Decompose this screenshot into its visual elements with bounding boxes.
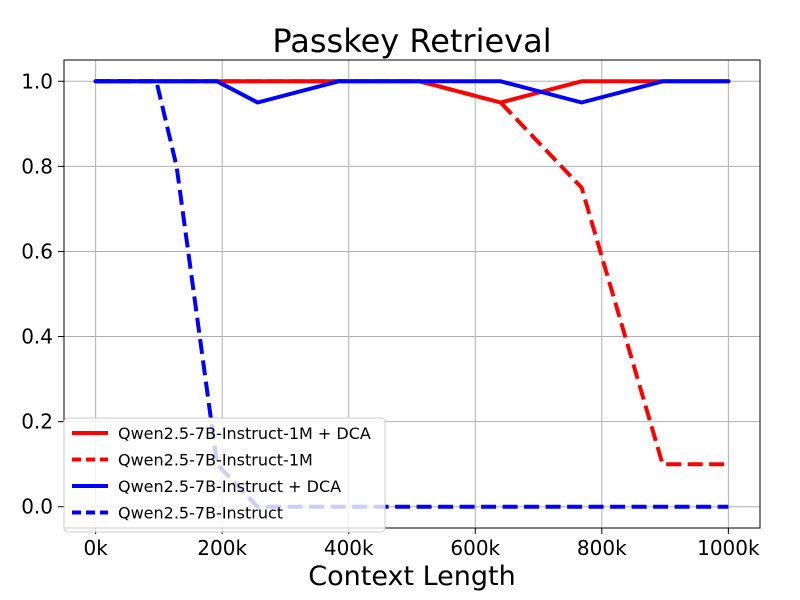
y-axis-ticks: 0.0 0.2 0.4 0.6 0.8 1.0 [21, 69, 64, 519]
y-tick-label: 0.4 [21, 325, 53, 349]
chart-title: Passkey Retrieval [272, 22, 551, 60]
x-axis-ticks: 0k 200k 400k 600k 800k 1000k [83, 528, 760, 560]
x-tick-label: 800k [577, 536, 627, 560]
x-tick-label: 600k [450, 536, 500, 560]
y-tick-label: 0.2 [21, 410, 53, 434]
legend: Qwen2.5-7B-Instruct-1M + DCA Qwen2.5-7B-I… [63, 417, 386, 533]
x-tick-label: 1000k [697, 536, 760, 560]
plot-frame [63, 59, 761, 529]
y-tick-label: 1.0 [21, 69, 53, 93]
legend-label: Qwen2.5-7B-Instruct-1M [118, 451, 313, 470]
y-tick-label: 0.6 [21, 239, 53, 263]
x-axis-label: Context Length [308, 561, 515, 592]
y-tick-label: 0.8 [21, 154, 53, 178]
legend-box [63, 417, 386, 533]
legend-label: Qwen2.5-7B-Instruct-1M + DCA [118, 424, 371, 443]
legend-label: Qwen2.5-7B-Instruct [118, 504, 283, 523]
x-tick-label: 0k [83, 536, 108, 560]
x-tick-label: 200k [197, 536, 247, 560]
y-tick-label: 0.0 [21, 495, 53, 519]
series-line-3 [93, 79, 731, 105]
x-tick-label: 400k [324, 536, 374, 560]
legend-label: Qwen2.5-7B-Instruct + DCA [118, 477, 341, 496]
